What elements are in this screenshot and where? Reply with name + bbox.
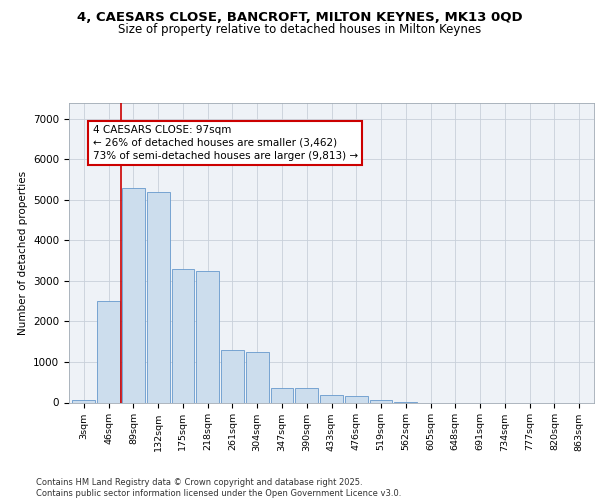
Bar <box>295 388 318 402</box>
Bar <box>97 301 120 402</box>
Bar <box>196 270 219 402</box>
Bar <box>122 188 145 402</box>
Text: 4 CAESARS CLOSE: 97sqm
← 26% of detached houses are smaller (3,462)
73% of semi-: 4 CAESARS CLOSE: 97sqm ← 26% of detached… <box>92 125 358 161</box>
Bar <box>246 352 269 403</box>
Bar <box>172 268 194 402</box>
Bar <box>147 192 170 402</box>
Bar <box>320 395 343 402</box>
Y-axis label: Number of detached properties: Number of detached properties <box>17 170 28 334</box>
Bar <box>370 400 392 402</box>
Bar <box>345 396 368 402</box>
Bar <box>73 400 95 402</box>
Bar <box>271 388 293 402</box>
Bar <box>221 350 244 403</box>
Text: Size of property relative to detached houses in Milton Keynes: Size of property relative to detached ho… <box>118 22 482 36</box>
Text: Contains HM Land Registry data © Crown copyright and database right 2025.
Contai: Contains HM Land Registry data © Crown c… <box>36 478 401 498</box>
Text: 4, CAESARS CLOSE, BANCROFT, MILTON KEYNES, MK13 0QD: 4, CAESARS CLOSE, BANCROFT, MILTON KEYNE… <box>77 11 523 24</box>
